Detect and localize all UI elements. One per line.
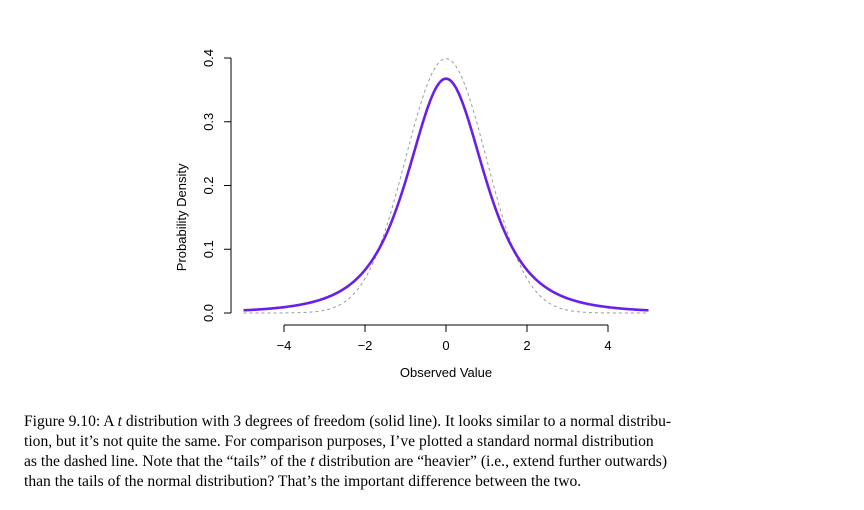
y-axis-label: Probability Density: [174, 163, 189, 271]
normal-distribution-curve: [243, 58, 649, 314]
x-tick-label: −2: [358, 338, 373, 353]
axes: −4 −2 0 2 4 0.0 0.1 0.2 0.3 0.4: [201, 49, 612, 353]
caption-line-1: Figure 9.10: A t distribution with 3 deg…: [24, 413, 672, 430]
caption-line-3: as the dashed line. Note that the “tails…: [24, 453, 668, 470]
x-tick-label: 4: [604, 338, 611, 353]
figure: −4 −2 0 2 4 0.0 0.1 0.2 0.3 0.4 Observed Value Pr…: [174, 49, 649, 380]
x-tick-label: 0: [442, 338, 449, 353]
figure-caption: Figure 9.10: A t distribution with 3 deg…: [24, 412, 836, 492]
caption-line-4: than the tails of the normal distributio…: [24, 473, 582, 490]
density-plot: −4 −2 0 2 4 0.0 0.1 0.2 0.3 0.4 Observed Value Pr…: [174, 49, 649, 380]
y-tick-label: 0.3: [201, 113, 216, 131]
y-tick-label: 0.0: [201, 304, 216, 322]
y-tick-label: 0.4: [201, 49, 216, 67]
x-axis-label: Observed Value: [400, 365, 492, 380]
caption-line-2: tion, but it’s not quite the same. For c…: [24, 433, 654, 450]
curves: [243, 58, 649, 314]
t-distribution-curve: [243, 77, 649, 312]
x-tick-label: −4: [277, 338, 292, 353]
x-tick-label: 2: [523, 338, 530, 353]
y-tick-label: 0.1: [201, 240, 216, 258]
y-tick-label: 0.2: [201, 176, 216, 194]
